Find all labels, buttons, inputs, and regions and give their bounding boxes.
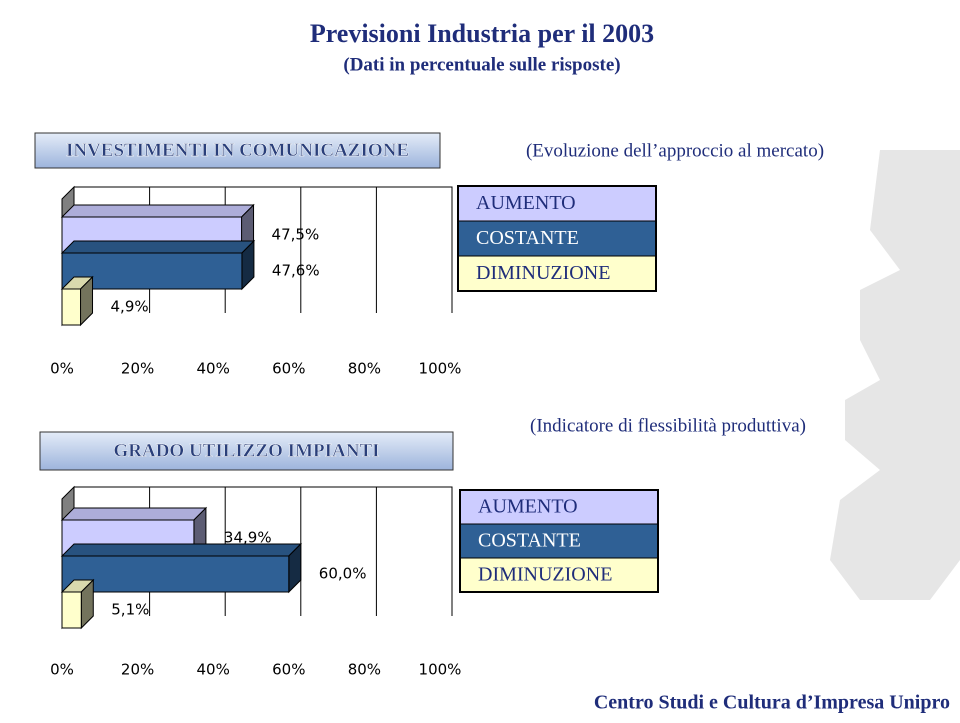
euro-decoration [830, 150, 960, 600]
x-tick-label: 20% [121, 360, 154, 378]
x-tick-label: 20% [121, 661, 154, 679]
x-tick-label: 0% [50, 360, 74, 378]
legend-label: AUMENTO [476, 192, 576, 214]
value-label: 47,6% [272, 262, 320, 280]
bar [61, 288, 82, 326]
x-tick-label: 100% [419, 661, 462, 679]
legend-label: COSTANTE [478, 530, 581, 552]
legend-frame [459, 489, 659, 593]
value-label: 47,5% [272, 226, 320, 244]
legend-frame [457, 185, 657, 292]
slide-subtitle: (Dati in percentuale sulle risposte) [343, 54, 620, 75]
bar-top [60, 543, 303, 557]
x-tick-label: 0% [50, 661, 74, 679]
legend-label: DIMINUZIONE [478, 564, 612, 586]
x-tick-label: 80% [348, 360, 381, 378]
value-label: 4,9% [111, 298, 149, 316]
chart-title: GRADO UTILIZZO IMPIANTI [113, 440, 379, 461]
chart-subtitle: (Indicatore di flessibilità produttiva) [530, 415, 806, 436]
legend-label: COSTANTE [476, 227, 579, 249]
x-tick-label: 100% [419, 360, 462, 378]
x-tick-label: 40% [197, 360, 230, 378]
slide-title: Previsioni Industria per il 2003 [310, 19, 654, 48]
chart-title-box [39, 431, 454, 471]
chart-subtitle: (Evoluzione dell’approccio al mercato) [526, 140, 824, 161]
value-label: 5,1% [111, 601, 149, 619]
chart-title-box [34, 132, 441, 169]
chart-title: INVESTIMENTI IN COMUNICAZIONE [66, 140, 409, 161]
legend-label: DIMINUZIONE [476, 262, 610, 284]
x-tick-label: 80% [348, 661, 381, 679]
footer: Centro Studi e Cultura d’Impresa Unipro [594, 692, 950, 714]
value-label: 60,0% [319, 565, 367, 583]
legend-label: AUMENTO [478, 496, 578, 518]
bar [61, 591, 82, 629]
bar-top [60, 240, 256, 254]
x-tick-label: 60% [272, 360, 305, 378]
bar-top [60, 507, 208, 521]
x-tick-label: 60% [272, 661, 305, 679]
bar [61, 555, 290, 593]
legend-swatch [459, 489, 659, 525]
x-tick-label: 40% [197, 661, 230, 679]
bar-top [60, 204, 255, 218]
legend-swatch [459, 523, 659, 559]
value-label: 34,9% [224, 529, 272, 547]
